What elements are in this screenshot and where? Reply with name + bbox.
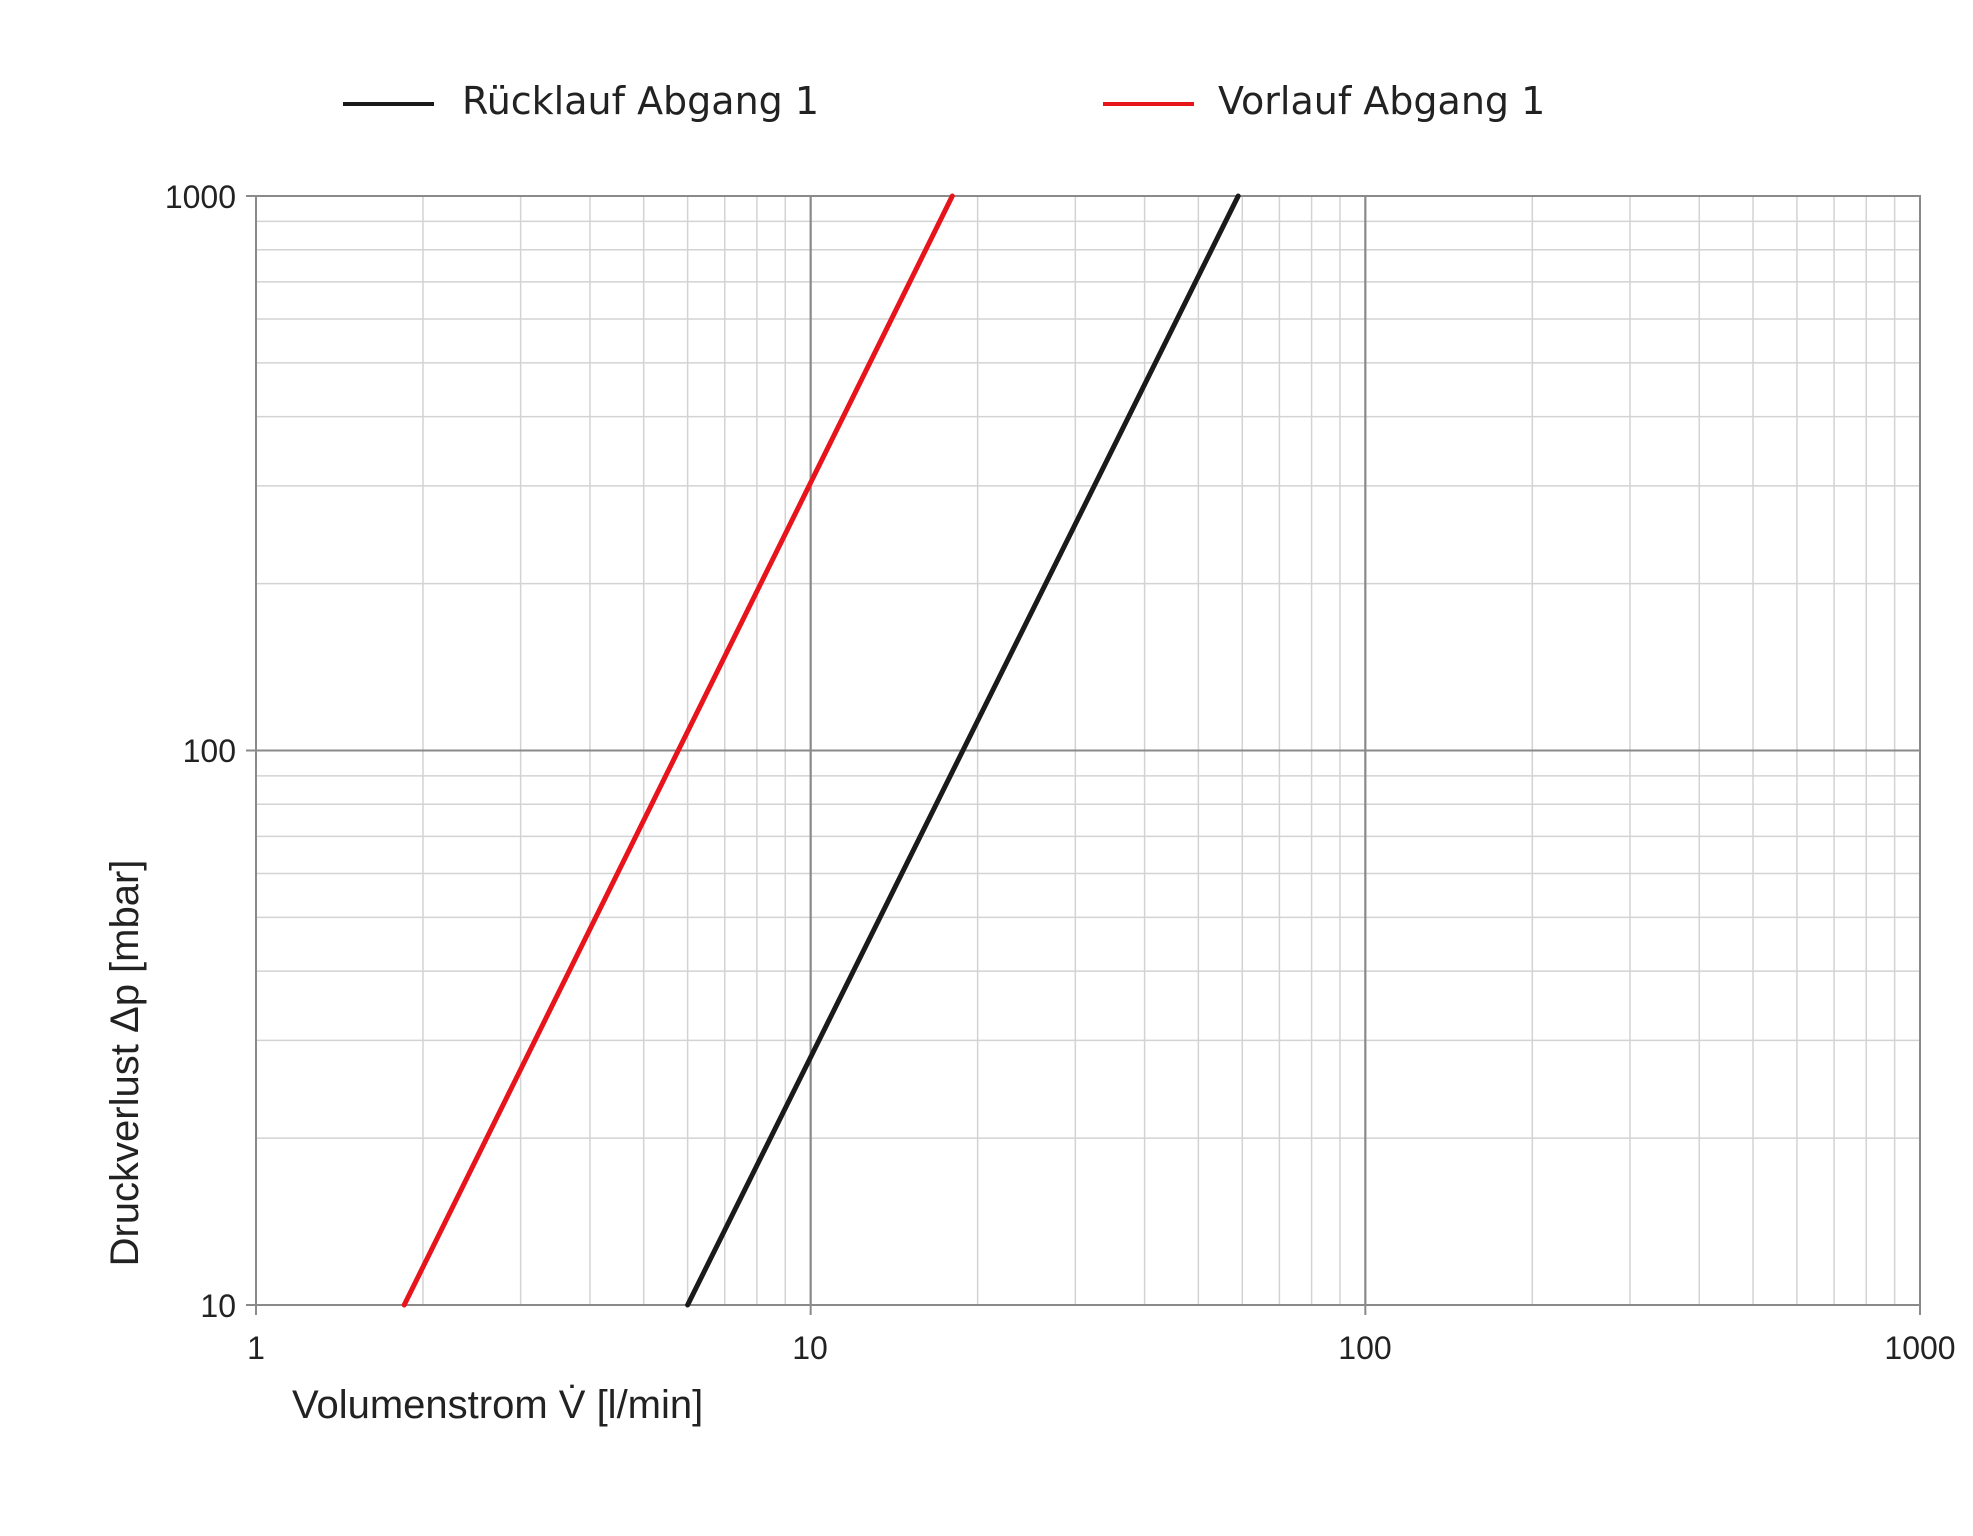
y-axis-label: Druckverlust Δp [mbar]	[103, 860, 147, 1267]
x-tick-label-10: 10	[792, 1330, 828, 1366]
series-layer	[401, 193, 1241, 1308]
legend: Rücklauf Abgang 1 Vorlauf Abgang 1	[343, 79, 1545, 123]
x-tick-labels: 1 10 100 1000	[247, 1330, 1955, 1366]
y-tick-label-100: 100	[183, 733, 236, 769]
x-tick-label-1000: 1000	[1884, 1330, 1955, 1366]
grid-major	[256, 196, 1920, 1305]
y-tick-labels: 10 100 1000	[165, 179, 236, 1324]
y-tick-label-1000: 1000	[165, 179, 236, 215]
x-tick-label-100: 100	[1338, 1330, 1391, 1366]
series-line-rucklauf	[685, 193, 1241, 1308]
x-axis-label: Volumenstrom V̇ [l/min]	[292, 1383, 703, 1427]
y-tick-label-10: 10	[200, 1288, 236, 1324]
legend-label-rucklauf: Rücklauf Abgang 1	[462, 79, 819, 123]
series-line-vorlauf	[401, 193, 955, 1308]
axis-ticks	[246, 195, 1921, 1315]
legend-label-vorlauf: Vorlauf Abgang 1	[1218, 79, 1545, 123]
x-tick-label-1: 1	[247, 1330, 265, 1366]
